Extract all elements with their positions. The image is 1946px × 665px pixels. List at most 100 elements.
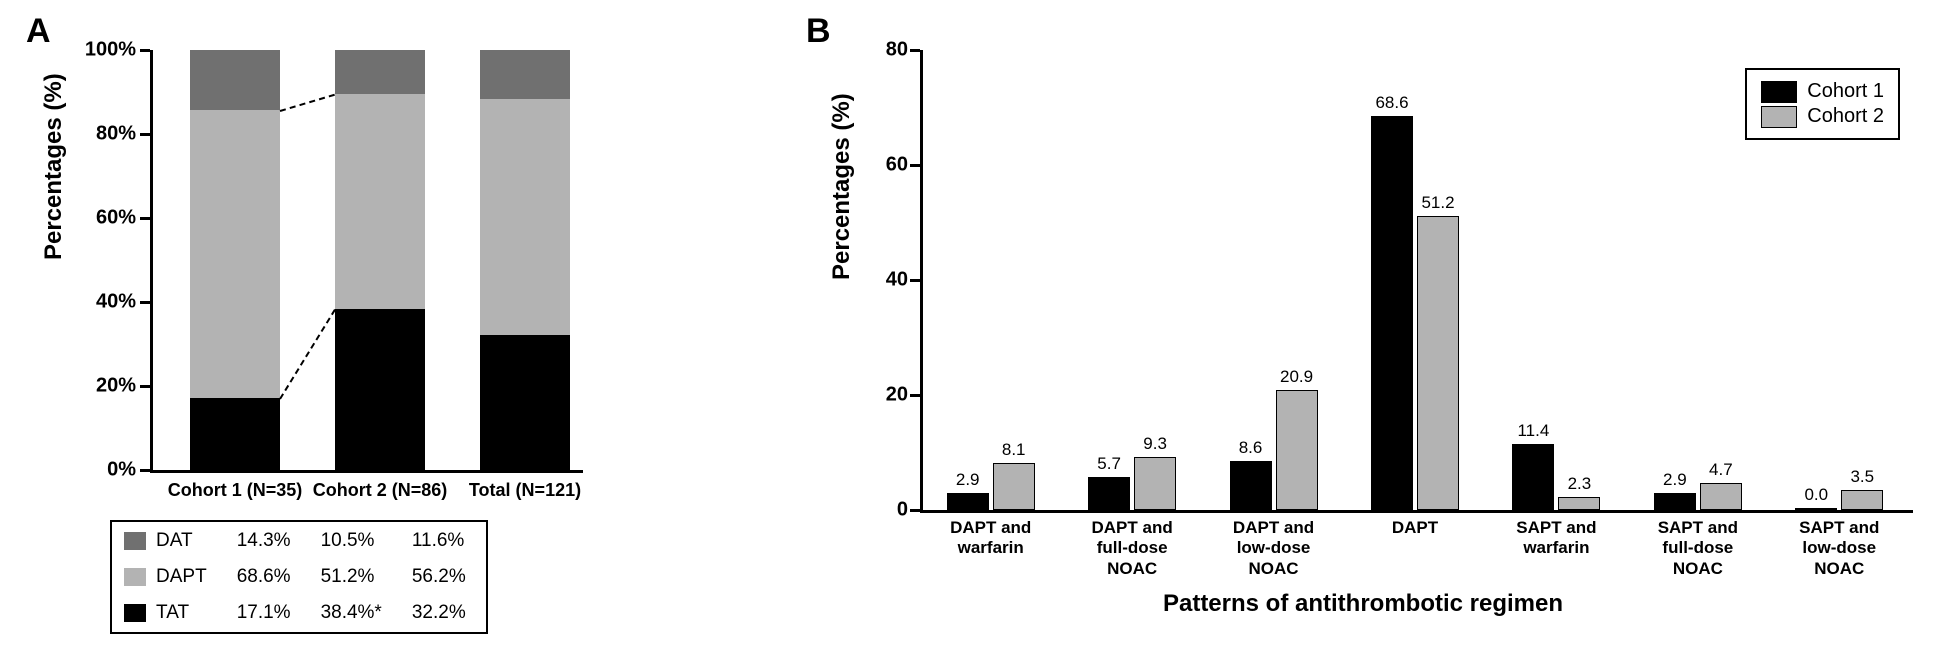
bar-value-label: 51.2 <box>1421 193 1454 213</box>
bar-value-label: 3.5 <box>1850 467 1874 487</box>
bar-value-label: 0.0 <box>1804 485 1828 505</box>
bar-segment-dat <box>335 50 425 94</box>
panel-b: B Percentages (%) 020406080 2.98.1DAPT a… <box>800 10 1926 655</box>
bar-value-label: 8.1 <box>1002 440 1026 460</box>
legend-key: DAT <box>114 524 225 558</box>
bar-segment-tat <box>335 309 425 470</box>
stacked-bar <box>190 50 280 470</box>
cohort2-bar: 3.5 <box>1841 490 1883 510</box>
panel-a-yticklabel: 60% <box>96 207 136 230</box>
panel-b-yticklabel: 40 <box>886 269 908 292</box>
cohort2-bar: 2.3 <box>1558 497 1600 510</box>
bar-segment-dapt <box>335 94 425 309</box>
panel-b-plot: 020406080 2.98.1DAPT andwarfarin5.79.3DA… <box>920 50 1910 510</box>
legend-row: DAT14.3%10.5%11.6% <box>114 524 484 558</box>
panel-b-xticklabel: DAPT andlow-doseNOAC <box>1204 518 1344 579</box>
legend-value: 14.3% <box>227 524 309 558</box>
bar-group: 11.42.3SAPT andwarfarin <box>1486 50 1627 510</box>
panel-b-xticklabel: DAPT andwarfarin <box>921 518 1061 559</box>
stacked-bar <box>480 50 570 470</box>
legend-value: 38.4%* <box>311 596 400 630</box>
panel-b-xtitle: Patterns of antithrombotic regimen <box>800 590 1926 618</box>
panel-a-legend-table: DAT14.3%10.5%11.6%DAPT68.6%51.2%56.2%TAT… <box>110 520 488 634</box>
cohort1-bar: 0.0 <box>1795 508 1837 510</box>
panel-a: A Percentages (%) 0%20%40%60%80%100% Coh… <box>20 10 800 655</box>
legend-value: 68.6% <box>227 560 309 594</box>
legend-value: 17.1% <box>227 596 309 630</box>
cohort1-bar: 68.6 <box>1371 116 1413 510</box>
panel-b-yticklabel: 60 <box>886 154 908 177</box>
cohort1-bar: 11.4 <box>1512 444 1554 510</box>
legend-row: DAPT68.6%51.2%56.2% <box>114 560 484 594</box>
bar-segment-dat <box>190 50 280 110</box>
bar-segment-tat <box>480 335 570 470</box>
bar-segment-dapt <box>480 99 570 335</box>
panel-b-xticklabel: DAPT <box>1345 518 1485 538</box>
bar-value-label: 2.3 <box>1568 474 1592 494</box>
legend-value: 56.2% <box>402 560 484 594</box>
legend-swatch <box>124 532 146 550</box>
panel-a-yticklabel: 80% <box>96 123 136 146</box>
panel-b-yticklabel: 0 <box>897 499 908 522</box>
legend-row: TAT17.1%38.4%*32.2% <box>114 596 484 630</box>
bar-segment-dapt <box>190 110 280 398</box>
bar-group: 5.79.3DAPT andfull-doseNOAC <box>1061 50 1202 510</box>
bar-segment-tat <box>190 398 280 470</box>
bar-value-label: 20.9 <box>1280 367 1313 387</box>
bar-value-label: 2.9 <box>956 470 980 490</box>
bar-value-label: 8.6 <box>1239 438 1263 458</box>
legend-key: TAT <box>114 596 225 630</box>
legend-item: Cohort 1 <box>1761 80 1884 103</box>
panel-a-xticklabel: Total (N=121) <box>469 480 581 501</box>
bar-value-label: 11.4 <box>1517 421 1549 441</box>
bar-group: 2.98.1DAPT andwarfarin <box>920 50 1061 510</box>
cohort1-bar: 2.9 <box>1654 493 1696 510</box>
panel-a-xticklabel: Cohort 1 (N=35) <box>168 480 303 501</box>
cohort2-bar: 51.2 <box>1417 216 1459 510</box>
legend-value: 32.2% <box>402 596 484 630</box>
bar-segment-dat <box>480 50 570 99</box>
panel-a-plot: 0%20%40%60%80%100% Cohort 1 (N=35)Cohort… <box>150 50 580 470</box>
bar-value-label: 2.9 <box>1663 470 1687 490</box>
bar-value-label: 68.6 <box>1375 93 1408 113</box>
panel-b-legend: Cohort 1Cohort 2 <box>1745 68 1900 140</box>
legend-swatch <box>1761 106 1797 128</box>
legend-item: Cohort 2 <box>1761 105 1884 128</box>
cohort2-bar: 4.7 <box>1700 483 1742 510</box>
panel-b-yticklabel: 80 <box>886 39 908 62</box>
bar-value-label: 9.3 <box>1143 434 1167 454</box>
panel-a-yticklabel: 20% <box>96 375 136 398</box>
cohort1-bar: 8.6 <box>1230 461 1272 510</box>
panel-b-label: B <box>806 12 831 51</box>
legend-swatch <box>1761 81 1797 103</box>
bar-value-label: 5.7 <box>1097 454 1121 474</box>
cohort2-bar: 8.1 <box>993 463 1035 510</box>
legend-label: Cohort 1 <box>1807 80 1884 103</box>
cohort1-bar: 5.7 <box>1088 477 1130 510</box>
panel-a-yticklabel: 40% <box>96 291 136 314</box>
bar-group: 68.651.2DAPT <box>1344 50 1485 510</box>
panel-a-yticklabel: 0% <box>107 459 136 482</box>
legend-swatch <box>124 604 146 622</box>
legend-value: 11.6% <box>402 524 484 558</box>
legend-swatch <box>124 568 146 586</box>
panel-a-yticklabel: 100% <box>85 39 136 62</box>
panel-b-xticklabel: SAPT andlow-doseNOAC <box>1769 518 1909 579</box>
legend-value: 10.5% <box>311 524 400 558</box>
panel-b-xticklabel: DAPT andfull-doseNOAC <box>1062 518 1202 579</box>
panel-a-xticklabel: Cohort 2 (N=86) <box>313 480 448 501</box>
panel-b-xticklabel: SAPT andfull-doseNOAC <box>1628 518 1768 579</box>
cohort1-bar: 2.9 <box>947 493 989 510</box>
panel-a-label: A <box>26 12 51 51</box>
bar-group: 8.620.9DAPT andlow-doseNOAC <box>1203 50 1344 510</box>
legend-value: 51.2% <box>311 560 400 594</box>
panel-a-ytitle: Percentages (%) <box>40 73 68 260</box>
panel-b-yticklabel: 20 <box>886 384 908 407</box>
cohort2-bar: 9.3 <box>1134 457 1176 510</box>
panel-b-xticklabel: SAPT andwarfarin <box>1486 518 1626 559</box>
stacked-bar <box>335 50 425 470</box>
bar-value-label: 4.7 <box>1709 460 1733 480</box>
cohort2-bar: 20.9 <box>1276 390 1318 510</box>
panel-b-ytitle: Percentages (%) <box>828 93 856 280</box>
legend-key: DAPT <box>114 560 225 594</box>
